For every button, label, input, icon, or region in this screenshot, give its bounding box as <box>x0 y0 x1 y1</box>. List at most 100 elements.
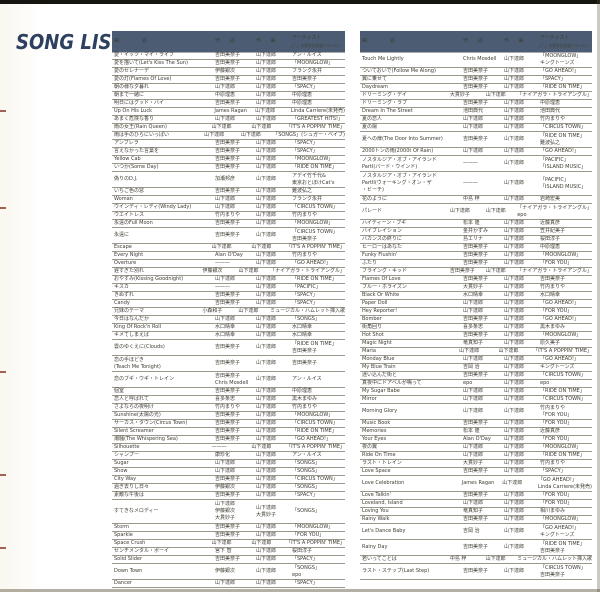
cell-composer: 山下達郎 <box>504 228 525 234</box>
cell-artist: 「GO AHEAD!」 <box>540 148 580 154</box>
col-header-composer: 作 曲 <box>504 38 528 44</box>
song-row: 夜の翼 山下達郎 山下達郎 「MOONGLOW」 <box>360 444 592 452</box>
cell-composer: 山下達郎 <box>256 220 277 226</box>
cell-lyricist: 山下達郎 <box>211 124 232 130</box>
cell-lyricist: ——— <box>215 284 230 290</box>
cell-lyricist: 池田典代 <box>463 108 484 114</box>
cell-artist: 「SPACY」 <box>292 556 318 562</box>
cell-lyricist: 伊藤銀次 <box>215 484 236 490</box>
cell-artist: 中原理恵 <box>540 100 561 106</box>
cell-title: さよならの夜明け <box>114 404 155 410</box>
col-header-lyricist: 作 詞 <box>463 38 487 44</box>
cell-lyricist: 吉田美奈子 <box>215 52 241 58</box>
cell-artist: アン・ルイス <box>292 376 322 382</box>
cell-composer: 山下達郎 <box>256 196 277 202</box>
table-header: 曲 名 作 詞 作 曲 アーティスト (「 」の場合は収録アルバム) <box>112 31 345 52</box>
cell-title: パレード <box>362 208 383 214</box>
cell-artist: 吉田美奈子 <box>540 276 566 282</box>
song-row: 恋のブギ・ウギ・トレイン 吉田美奈子 Chris Mosdell 山下達郎 アン・ルイス <box>112 372 345 388</box>
cell-composer: 山下達郎 <box>504 516 525 522</box>
cell-title: 愛のセレナーデ <box>114 68 150 74</box>
song-row: 今日はなんだか 山下達郎 山下達郎 「SONGS」 <box>112 316 345 324</box>
col-header-title: 曲 名 <box>362 38 405 44</box>
cell-artist: 「SPACY」 <box>292 84 318 90</box>
song-row: 過ぎ去りし日々 伊藤銀次 山下達郎 「SONGS」 <box>112 484 345 492</box>
cell-artist: epo <box>540 380 550 386</box>
song-row: ヒーローはあなた 吉田美奈子 山下達郎 中原理恵 <box>360 244 592 252</box>
cell-composer: 山下達郎 <box>256 376 277 382</box>
cell-composer: 山下達郎 <box>256 476 277 482</box>
cell-title: 雨の女王(Rain Queen) <box>114 124 167 130</box>
cell-artist: 「IT'S A POPPIN' TIME」 <box>286 444 345 450</box>
cell-lyricist: 小森和子 <box>202 308 223 314</box>
cell-artist: 「MOONGLOW」 <box>292 156 334 162</box>
cell-title: ブルー・ホライズン <box>362 284 407 290</box>
cell-lyricist: 吉田美奈子 <box>463 468 489 474</box>
song-row: King Of Rock'n Roll 水口晴幸 山下達郎 水口晴幸 <box>112 324 345 332</box>
cell-lyricist: 山下達郎 <box>463 408 484 414</box>
song-row: Love Celebration James Ragan 山下達郎 「GO AHEAD… <box>360 476 592 492</box>
cell-lyricist: 水口晴幸 <box>215 324 236 330</box>
cell-artist: 「RIDE ON TIME」 <box>292 428 337 434</box>
cell-composer: 山下達郎 <box>504 316 525 322</box>
cell-composer: 山下達郎 <box>256 156 277 162</box>
song-row: ついておいで(Follow Me Along) 吉田美奈子 山下達郎 「GO AHEA… <box>360 68 592 76</box>
cell-title: Memories <box>362 428 387 434</box>
cell-composer: 山下達郎 <box>485 556 506 562</box>
cell-composer: 山下達郎 <box>504 568 525 574</box>
cell-artist: Linda Carriere(未発売) <box>290 108 345 114</box>
cell-title: 明日にはグッド・バイ <box>114 100 165 106</box>
scan-mark <box>0 547 6 549</box>
song-row: シャンプー 康珍化 山下達郎 アン・ルイス <box>112 452 345 460</box>
cell-title: いつか(Some Day) <box>114 164 159 170</box>
cell-title: Sunshine(太陽の光) <box>114 412 161 418</box>
cell-artist: 「MOONGLOW」 <box>292 220 334 226</box>
cell-title: Love Celebration <box>362 480 405 486</box>
cell-artist: 「CIRCUS TOWN」 <box>540 124 586 130</box>
cell-title: Rainy Walk <box>362 516 390 522</box>
cell-lyricist: 喜多条忠 <box>215 396 236 402</box>
cell-composer: 山下達郎 <box>485 208 506 214</box>
cell-composer: 山下達郎 <box>256 84 277 90</box>
cell-artist: 「SONGS」 <box>292 316 320 322</box>
cell-artist: 黒木まゆみ <box>540 324 566 330</box>
cell-composer: 山下達郎 <box>256 360 277 366</box>
cell-lyricist: 吉田美奈子 <box>215 412 241 418</box>
cell-lyricist: 吉田美奈子 <box>215 492 241 498</box>
cell-composer: 山下達郎 <box>504 408 525 414</box>
cell-composer: 山下達郎 <box>504 436 525 442</box>
song-row: 夏の恋人 山下達郎 山下達郎 竹内まりや <box>360 116 592 124</box>
photo-edge-top <box>0 0 600 4</box>
cell-artist: 桜田淳子 <box>540 236 561 242</box>
song-row: Candy 吉田美奈子 山下達郎 「SPACY」 <box>112 300 345 308</box>
cell-lyricist: 吉田美奈子 <box>463 420 489 426</box>
cell-artist: 笠井紀美子 <box>540 228 566 234</box>
cell-lyricist: 吉田美奈子 <box>215 436 241 442</box>
cell-composer: 山下達郎 <box>504 108 525 114</box>
cell-title: Escape <box>114 244 132 250</box>
cell-artist: 「CIRCUS TOWN」 吉田美奈子 <box>540 564 586 578</box>
cell-lyricist: ——— <box>463 160 478 166</box>
cell-title: 花のように <box>362 196 388 202</box>
song-row: ウインディ・レディ(Windy Lady) 山下達郎 山下達郎 「CIRCUS TOW… <box>112 204 345 212</box>
cell-composer: 山下達郎 <box>504 324 525 330</box>
song-row: ドリーミング・デイ 大貫妙子 山下達郎 「ナイアガラ・トライアングル」 <box>360 92 592 100</box>
col-header-composer: 作 曲 <box>256 38 280 44</box>
cell-composer: 山下達郎 <box>256 568 277 574</box>
cell-composer: 山下達郎 <box>256 524 277 530</box>
cell-lyricist: 山下達郎 <box>463 300 484 306</box>
song-row: Sparkle 吉田美奈子 山下達郎 「FOR YOU」 <box>112 532 345 540</box>
scan-mark <box>0 371 6 373</box>
cell-title: City Way <box>114 476 137 482</box>
song-row: おやすみ(Kissing Goodnight) 山下達郎 山下達郎 「RIDE ON … <box>112 276 345 284</box>
song-row: Loving You 竜真知子 山下達郎 相川まゆみ <box>360 508 592 516</box>
cell-composer: 山下達郎 <box>256 188 277 194</box>
cell-title: Rainy Day <box>362 544 388 550</box>
cell-lyricist: 吉田美奈子 <box>215 100 241 106</box>
cell-lyricist: 竹内まりや <box>215 404 241 410</box>
song-row: 兄妹のテーマ 小森和子 山下達郎 ミュージカル・ハムレット挿入歌 <box>112 308 345 316</box>
cell-title: Mirror <box>362 396 377 402</box>
cell-title: 夏の陽 <box>362 124 378 130</box>
cell-lyricist: 山下達郎 <box>463 396 484 402</box>
song-row: バイブレイション 金井かずみ 山下達郎 笠井紀美子 <box>360 228 592 236</box>
